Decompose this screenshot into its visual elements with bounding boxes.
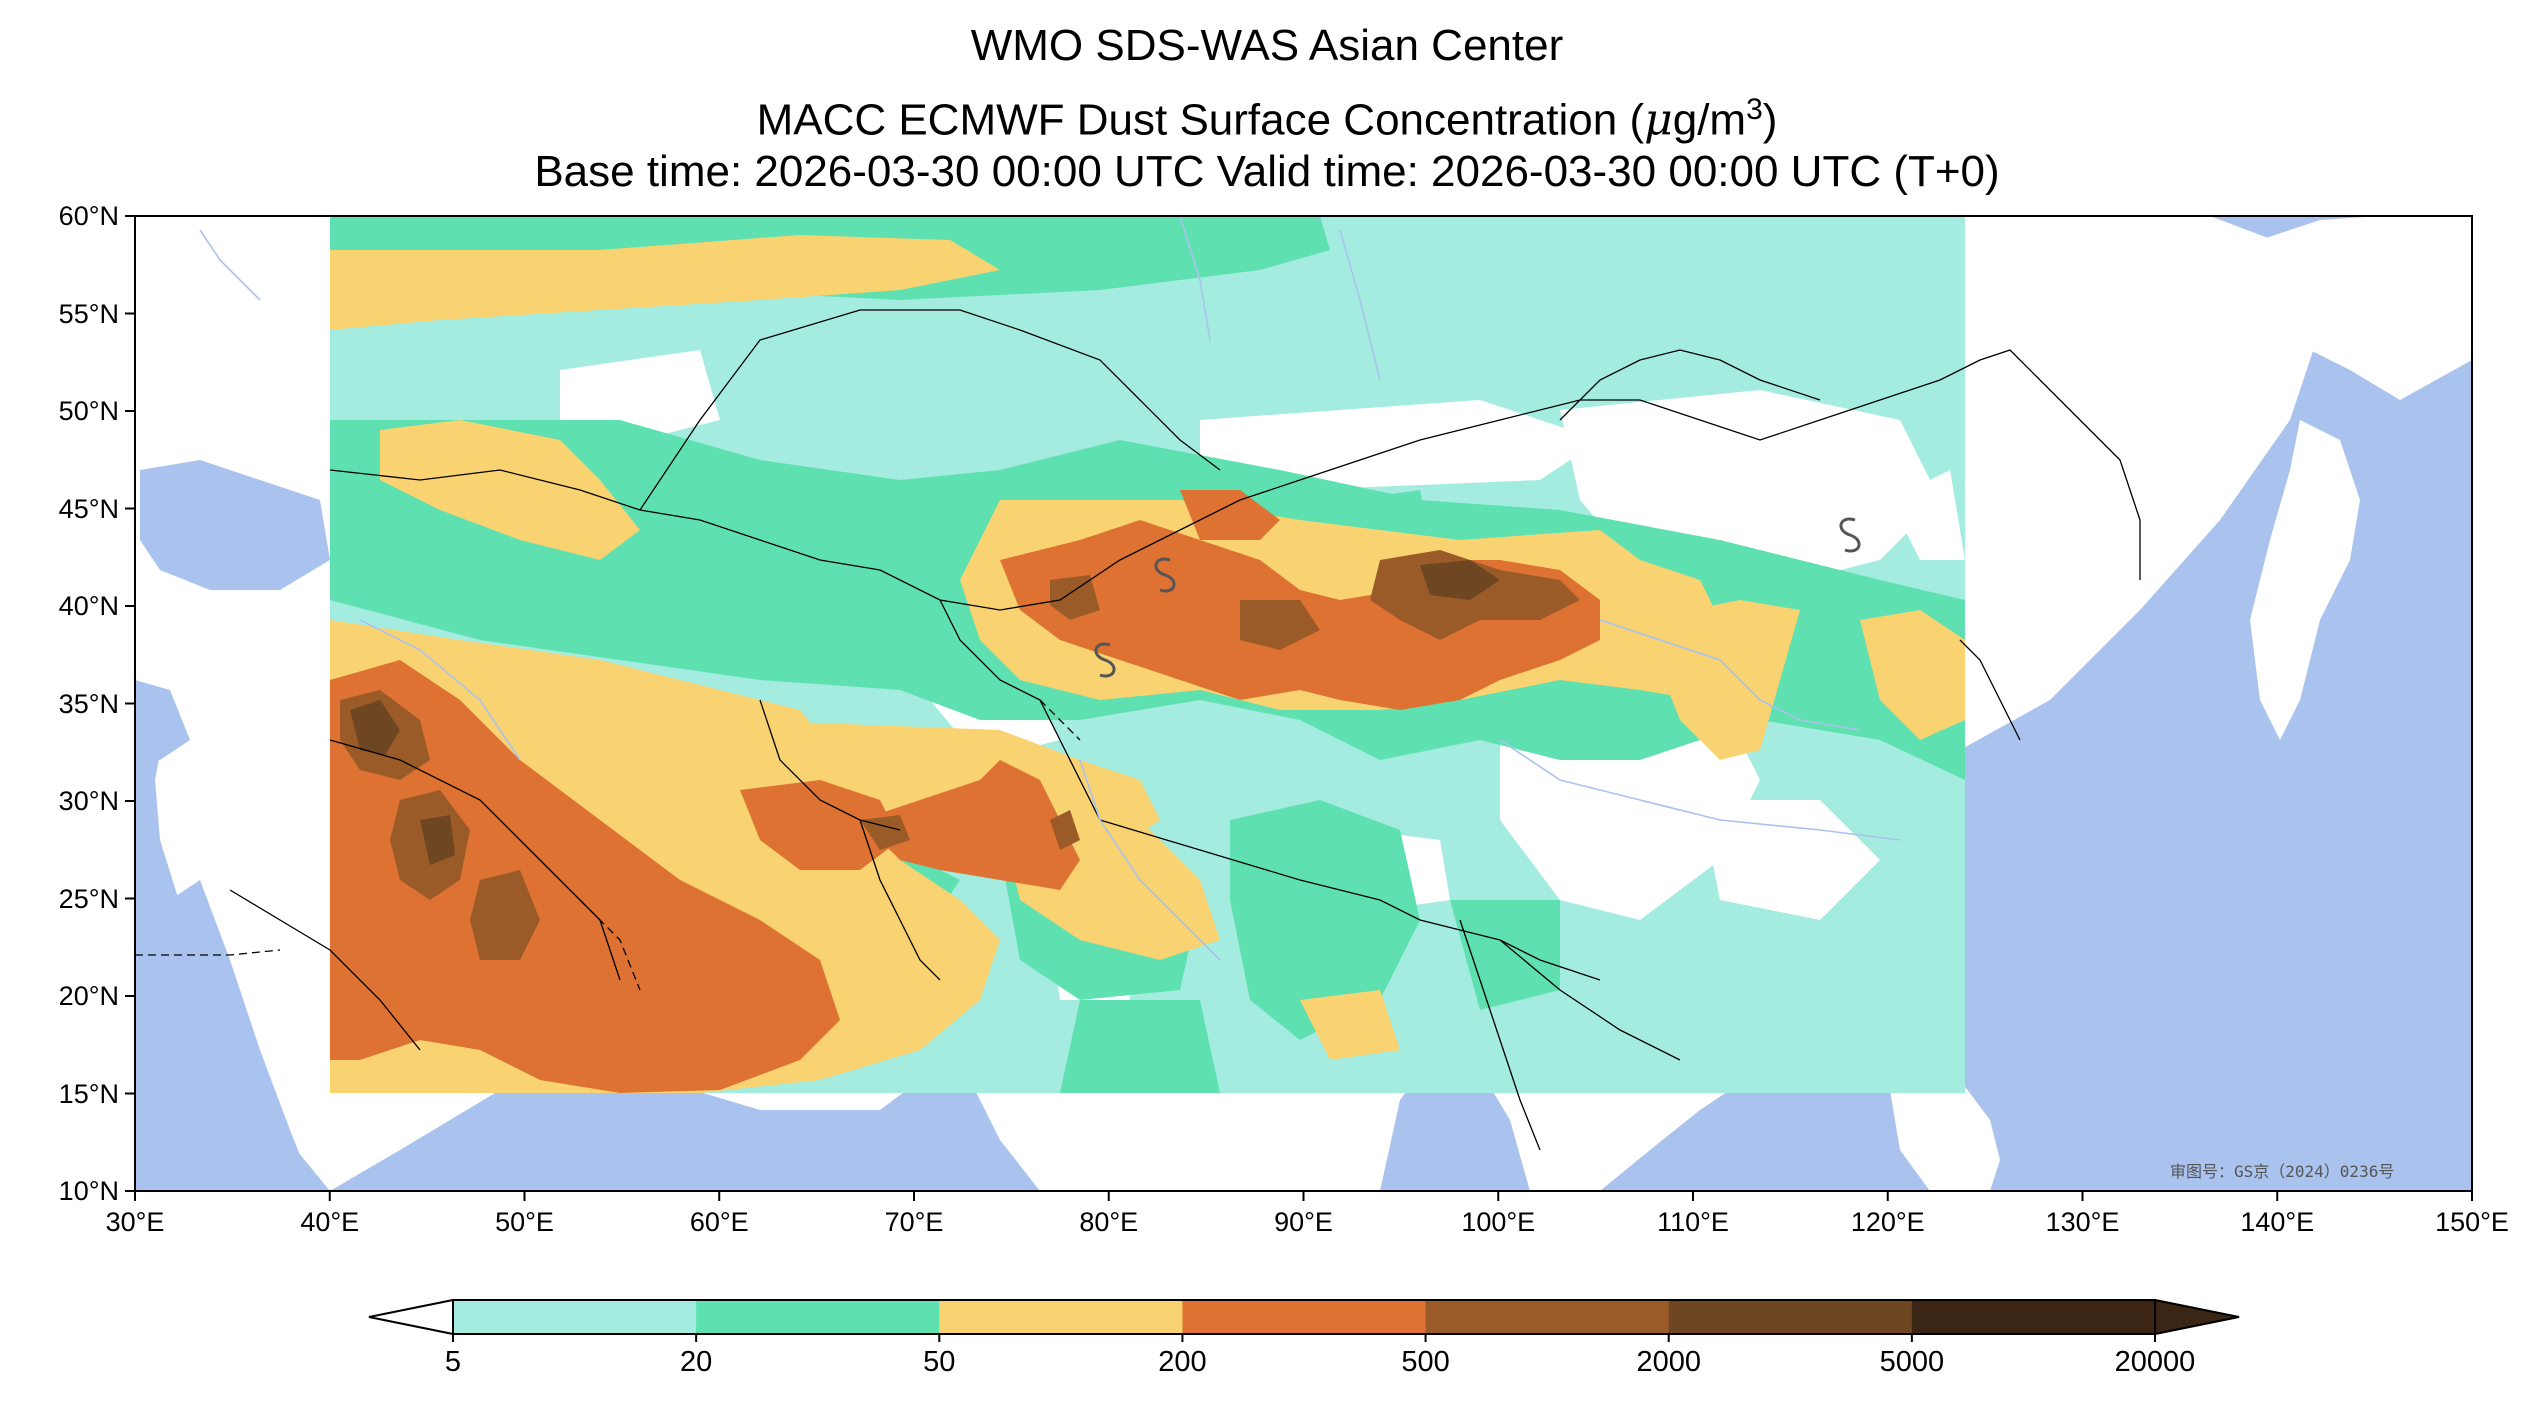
subtitle-sup: 3 [1746, 93, 1763, 126]
colorbar-swatch [453, 1300, 697, 1334]
rivers [199, 216, 1901, 961]
colorbar-swatch [1182, 1300, 1427, 1334]
chart-title: WMO SDS-WAS Asian Center [970, 21, 1564, 70]
colorbar-swatch [1425, 1300, 1670, 1334]
lat-label: 60°N [58, 201, 119, 231]
lon-label: 40°E [300, 1207, 360, 1237]
colorbar-label: 200 [1158, 1346, 1207, 1378]
subtitle-suffix: ) [1762, 95, 1778, 145]
lat-label: 35°N [58, 688, 119, 719]
map-approval-watermark: 审图号：GS京（2024）0236号 [2170, 1162, 2395, 1181]
subtitle-unit: g/m [1672, 95, 1747, 145]
lat-label: 30°N [58, 786, 119, 816]
lon-label: 80°E [1079, 1207, 1139, 1237]
colorbar-label: 500 [1401, 1346, 1450, 1378]
colorbar-label: 2000 [1636, 1346, 1701, 1378]
dust-band-2000-5000 [350, 560, 1500, 865]
disputed-borders [135, 699, 1081, 991]
lon-label: 150°E [2435, 1207, 2509, 1237]
lon-label: 70°E [884, 1207, 944, 1237]
storm-markers [1094, 517, 1861, 678]
colorbar [368, 1298, 2240, 1336]
lon-label: 30°E [105, 1207, 165, 1237]
chart-subtitle: MACC ECMWF Dust Surface Concentration (μ… [0, 84, 2534, 147]
lat-label: 40°N [58, 591, 119, 621]
lon-label: 60°E [689, 1207, 749, 1237]
lat-label: 25°N [58, 883, 119, 914]
lat-label: 45°N [58, 493, 119, 524]
country-borders [229, 309, 2141, 1151]
colorbar-max-arrow [2154, 1298, 2240, 1336]
dust-field [330, 216, 1965, 1093]
colorbar-min-arrow [368, 1298, 454, 1336]
colorbar-label: 20000 [2114, 1346, 2196, 1378]
lon-label: 110°E [1657, 1207, 1729, 1237]
lon-label: 130°E [2045, 1207, 2120, 1237]
lat-label: 20°N [58, 981, 119, 1011]
lat-label: 55°N [58, 298, 119, 329]
colorbar-label: 5 [444, 1346, 462, 1378]
colorbar-swatch [1911, 1300, 2156, 1334]
subtitle-prefix: MACC ECMWF Dust Surface Concentration ( [756, 95, 1645, 145]
colorbar-label: 20 [680, 1346, 713, 1378]
colorbar-label: 5000 [1879, 1346, 1945, 1378]
lon-label: 50°E [495, 1207, 554, 1237]
lon-label: 140°E [2240, 1207, 2315, 1237]
lon-label: 90°E [1274, 1207, 1333, 1237]
colorbar-swatch [939, 1300, 1183, 1334]
colorbar-swatches [453, 1300, 2156, 1334]
subtitle-mu: μ [1644, 94, 1673, 146]
axis-ticks [125, 215, 2473, 1342]
colorbar-swatch [696, 1300, 940, 1334]
colorbar-label: 50 [923, 1346, 956, 1378]
lat-label: 15°N [58, 1078, 119, 1109]
lon-label: 100°E [1461, 1207, 1536, 1237]
lat-label: 10°N [58, 1176, 119, 1206]
colorbar-swatch [1668, 1300, 1913, 1334]
lat-label: 50°N [58, 396, 119, 426]
lon-label: 120°E [1850, 1207, 1925, 1237]
colorbar-frame [452, 1299, 2156, 1335]
time-info: Base time: 2026-03-30 00:00 UTC Valid ti… [534, 147, 2000, 196]
